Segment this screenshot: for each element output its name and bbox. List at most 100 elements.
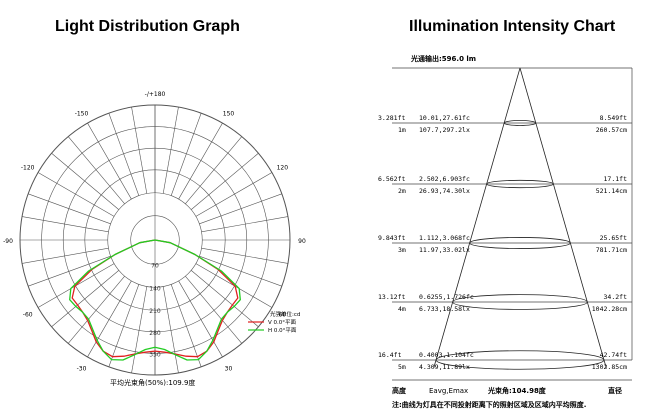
legend-entry: H 0.0°平面 (268, 327, 297, 334)
polar-spoke (87, 280, 132, 358)
eavg-emax-lx: 107.7,297.2lx (419, 126, 470, 134)
polar-spoke (191, 270, 259, 328)
polar-spoke (170, 113, 202, 196)
diameter-cm: 781.71cm (596, 246, 627, 254)
polar-grid (19, 104, 291, 376)
diameter-label: 直径 (608, 386, 622, 395)
polar-spoke (21, 216, 109, 233)
polar-spoke (178, 122, 223, 200)
eavg-emax-lx: 26.93,74.30lx (419, 187, 470, 195)
height-ft: 9.843ft (378, 234, 405, 242)
cone-right-edge (519, 67, 607, 369)
polar-spoke (162, 286, 179, 374)
polar-angle-label: 90 (298, 238, 306, 245)
illumination-row: 16.4ft 5m 0.4003,1.104fc 4.309,11.89lx 42.74… (378, 351, 627, 371)
polar-spoke (162, 106, 179, 194)
polar-spoke (108, 284, 140, 367)
cone-left-edge (433, 67, 521, 369)
illumination-intensity-title: Illumination Intensity Chart (409, 18, 616, 35)
diameter-ft: 17.1ft (604, 175, 628, 183)
polar-legend: 光强单位:cdV 0.0°平面H 0.0°平面 (248, 310, 300, 334)
polar-spoke (67, 136, 125, 204)
polar-angle-label: -90 (3, 238, 13, 245)
diameter-cm: 1042.28cm (592, 305, 627, 313)
polar-spoke (28, 255, 111, 287)
height-m: 2m (398, 187, 406, 195)
polar-spoke (67, 276, 125, 344)
polar-spoke (199, 193, 282, 225)
polar-radial-labels: 70 140 210 280 350 (149, 262, 161, 358)
eavg-emax-label: Eavg,Emax (429, 387, 468, 395)
polar-radial-label: 140 (149, 285, 161, 292)
height-ft: 6.562ft (378, 175, 405, 183)
illumination-ellipse (469, 237, 571, 249)
polar-spoke (21, 247, 109, 264)
polar-spoke (185, 276, 243, 344)
beam-angle-label: 光束角:104.98度 (487, 386, 547, 395)
polar-spoke (51, 152, 119, 210)
polar-spoke (108, 113, 140, 196)
height-m: 4m (398, 305, 406, 313)
diameter-ft: 42.74ft (600, 351, 627, 359)
illumination-row: 9.843ft 3m 1.112,3.068fc 11.97,33.02lx 25.65… (378, 234, 627, 254)
illumination-ellipse (435, 350, 605, 370)
height-m: 1m (398, 126, 406, 134)
polar-angle-label: -60 (23, 312, 33, 319)
chart-note: 注:曲线为灯具在不同投射距离下的照射区域及区域内平均照度. (392, 400, 586, 409)
height-m: 5m (398, 363, 406, 371)
eavg-emax-lx: 11.97,33.02lx (419, 246, 470, 254)
legend-entry: V 0.0°平面 (268, 319, 297, 326)
polar-angle-labels: -/+180 -150 150 -120 120 -90 90 -60 60 -30 30 (3, 91, 306, 372)
polar-spoke (131, 106, 148, 194)
polar-spoke (195, 172, 273, 217)
polar-spoke (37, 172, 115, 217)
polar-angle-label: -30 (77, 365, 87, 372)
illumination-row: 6.562ft 2m 2.502,6.903fc 26.93,74.30lx 17.1f… (378, 175, 627, 195)
polar-radial-label: 280 (149, 330, 161, 337)
polar-spoke (199, 255, 282, 287)
polar-series-h (69, 239, 241, 361)
height-ft: 3.281ft (378, 114, 405, 122)
legend-title: 光强单位:cd (270, 310, 300, 318)
polar-spoke (87, 122, 132, 200)
polar-angle-label: 120 (277, 165, 289, 172)
polar-series-group (69, 239, 241, 361)
eavg-emax-lx: 4.309,11.89lx (419, 363, 470, 371)
polar-spoke (201, 247, 289, 264)
diameter-ft: 8.549ft (600, 114, 627, 122)
polar-spoke (191, 152, 259, 210)
illumination-ellipse (503, 120, 537, 126)
illumination-row: 13.12ft 4m 0.6255,1.726fc 6.733,18.58lx 34.2… (378, 293, 627, 313)
polar-spoke (51, 270, 119, 328)
eavg-emax-fc: 2.502,6.903fc (419, 175, 470, 183)
polar-radial-label: 210 (149, 308, 161, 315)
diameter-cm: 521.14cm (596, 187, 627, 195)
illumination-ellipse (486, 179, 554, 189)
polar-angle-label: -150 (75, 111, 89, 118)
polar-radial-label: 70 (151, 262, 159, 269)
beam-angle-footer: 平均光束角(50%):109.9度 (110, 378, 195, 387)
polar-angle-label: -/+180 (145, 91, 166, 98)
diameter-ft: 25.65ft (600, 234, 627, 242)
polar-spoke (28, 193, 111, 225)
lumen-output-header: 光通输出:596.0 lm (410, 54, 476, 63)
polar-spoke (178, 280, 223, 358)
eavg-emax-fc: 0.6255,1.726fc (419, 293, 474, 301)
polar-angle-label: 60 (278, 312, 286, 319)
eavg-emax-fc: 10.01,27.61fc (419, 114, 470, 122)
eavg-emax-fc: 0.4003,1.104fc (419, 351, 474, 359)
light-distribution-title: Light Distribution Graph (55, 18, 240, 35)
height-label: 高度 (392, 386, 407, 395)
illumination-rows: 3.281ft 1m 10.01,27.61fc 107.7,297.2lx 8.549… (378, 114, 627, 371)
height-ft: 16.4ft (378, 351, 402, 359)
illumination-row: 3.281ft 1m 10.01,27.61fc 107.7,297.2lx 8.549… (378, 114, 627, 134)
illumination-ellipse (452, 294, 588, 310)
diameter-cm: 260.57cm (596, 126, 627, 134)
polar-spoke (131, 286, 148, 374)
polar-radial-label: 350 (149, 351, 161, 358)
eavg-emax-lx: 6.733,18.58lx (419, 305, 470, 313)
height-m: 3m (398, 246, 406, 254)
height-ft: 13.12ft (378, 293, 405, 301)
